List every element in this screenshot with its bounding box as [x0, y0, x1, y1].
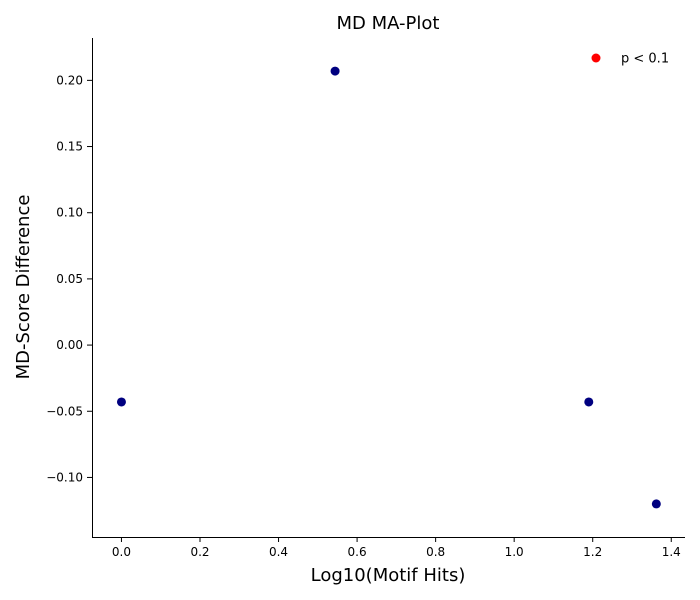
y-tick-label: 0.10 [56, 206, 83, 220]
x-tick-label: 0.4 [269, 545, 288, 559]
x-tick-label: 0.2 [190, 545, 209, 559]
legend: p < 0.1 [591, 52, 669, 67]
x-axis-ticks: 0.0 0.2 0.4 0.6 0.8 1.0 1.2 1.4 [112, 537, 681, 559]
y-tick-label: 0.15 [56, 140, 83, 154]
x-tick-label: 0.6 [348, 545, 367, 559]
y-axis-label: MD-Score Difference [13, 195, 34, 380]
data-point [116, 397, 126, 407]
scatter-points [116, 66, 661, 509]
y-tick-label: 0.20 [56, 73, 83, 87]
legend-marker [591, 53, 601, 63]
x-tick-label: 0.8 [426, 545, 445, 559]
data-point [584, 397, 594, 407]
y-tick-label: 0.00 [56, 338, 83, 352]
x-tick-label: 1.4 [662, 545, 681, 559]
y-tick-label: −0.10 [46, 470, 83, 484]
x-tick-label: 1.2 [583, 545, 602, 559]
x-tick-label: 0.0 [112, 545, 131, 559]
y-tick-label: 0.05 [56, 272, 83, 286]
x-axis-label: Log10(Motif Hits) [311, 565, 466, 586]
data-point [651, 499, 661, 509]
chart-title: MD MA-Plot [337, 13, 440, 34]
y-tick-label: −0.05 [46, 404, 83, 418]
legend-label: p < 0.1 [621, 52, 669, 67]
data-point [330, 66, 340, 76]
y-axis-ticks: −0.10 −0.05 0.00 0.05 0.10 0.15 0.20 [46, 73, 92, 484]
x-tick-label: 1.0 [505, 545, 524, 559]
